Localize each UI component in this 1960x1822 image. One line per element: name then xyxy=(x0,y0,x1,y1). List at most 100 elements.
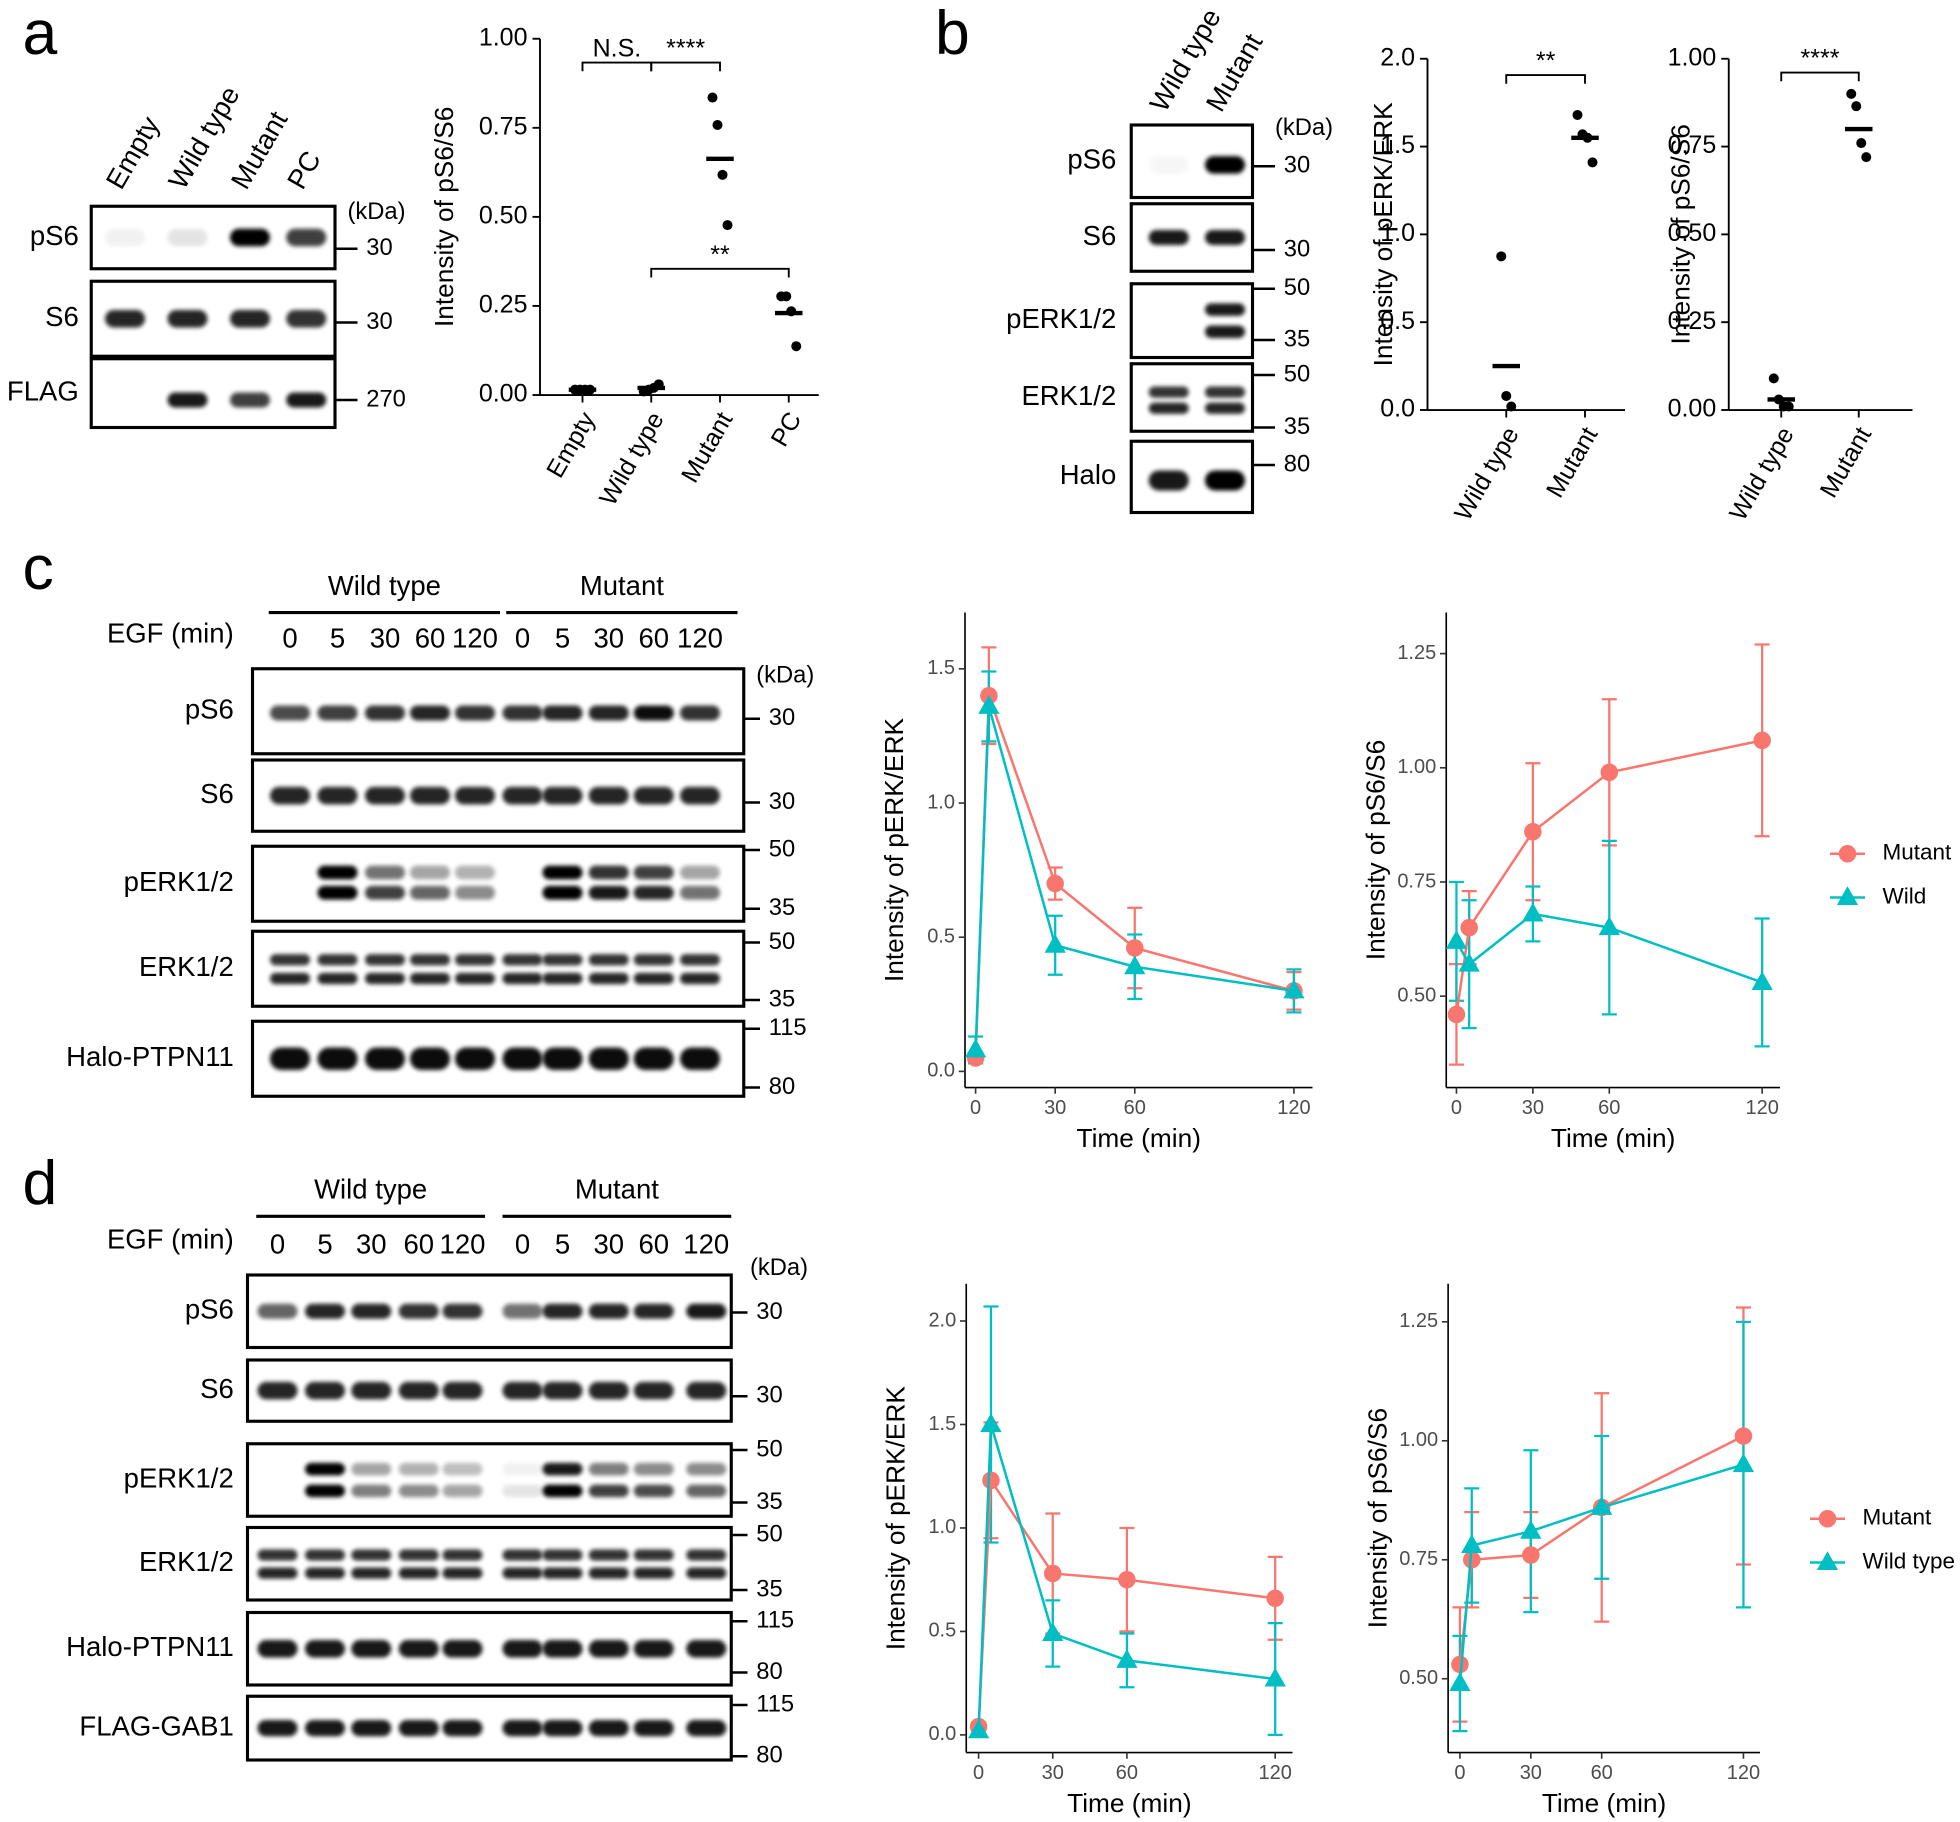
band xyxy=(542,865,583,880)
lane-label: 120 xyxy=(440,1229,486,1260)
point xyxy=(1501,390,1512,401)
lane-label: 120 xyxy=(683,1229,729,1260)
band xyxy=(410,972,450,985)
x-tick-label: 30 xyxy=(1520,1762,1542,1784)
band xyxy=(686,1720,727,1737)
legend-marker xyxy=(1818,1510,1837,1528)
band xyxy=(502,1303,543,1319)
x-tick-label: 60 xyxy=(1598,1097,1620,1119)
band xyxy=(542,1047,583,1070)
blot-box xyxy=(250,844,746,923)
time-label: EGF (min) xyxy=(107,617,234,648)
band xyxy=(398,1303,439,1319)
band xyxy=(502,954,543,966)
row-label: S6 xyxy=(200,1373,234,1404)
band xyxy=(398,1484,439,1498)
row-label: pS6 xyxy=(30,220,79,251)
band xyxy=(686,1484,727,1498)
band xyxy=(410,1047,450,1070)
y-tick-label: 0.50 xyxy=(1399,1667,1438,1689)
band xyxy=(398,1381,439,1400)
group-label: Mutant xyxy=(580,570,664,601)
significance: ** xyxy=(1536,47,1556,75)
band xyxy=(633,1047,674,1070)
marker-label: 35 xyxy=(756,1575,782,1602)
point xyxy=(707,92,718,103)
y-axis-label: Intensity of pS6/S6 xyxy=(1362,1408,1392,1628)
band xyxy=(1205,386,1245,398)
marker xyxy=(1264,1667,1286,1687)
x-tick-label: 60 xyxy=(1124,1097,1146,1119)
lane-label: 30 xyxy=(356,1229,387,1260)
x-tick-label: 120 xyxy=(1727,1762,1760,1784)
marker xyxy=(1600,763,1619,782)
band xyxy=(633,1303,674,1319)
marker xyxy=(980,1413,1002,1432)
lane-label: 30 xyxy=(370,622,401,653)
group-label: Wild type xyxy=(328,570,441,601)
band xyxy=(1205,470,1245,491)
marker-label: 50 xyxy=(1284,360,1310,387)
band xyxy=(230,392,270,408)
x-tick-label: 0 xyxy=(973,1762,984,1784)
lane-label: 5 xyxy=(555,1229,570,1260)
point xyxy=(712,119,723,130)
band xyxy=(686,1381,727,1400)
band xyxy=(1205,156,1245,174)
band xyxy=(105,228,145,247)
point xyxy=(1587,157,1598,168)
marker-label: 35 xyxy=(756,1488,782,1515)
lane-label: 5 xyxy=(330,622,345,653)
marker-label: 30 xyxy=(756,1382,782,1409)
marker-label: 80 xyxy=(756,1742,782,1769)
y-tick-label: 0.75 xyxy=(1399,1548,1438,1570)
band xyxy=(351,1484,392,1498)
panel-label: d xyxy=(23,1148,58,1218)
band xyxy=(305,1381,345,1400)
y-tick-label: 0.0 xyxy=(927,1060,955,1082)
y-tick-label: 0.75 xyxy=(1397,870,1436,892)
band xyxy=(442,1484,483,1498)
lane-label: 0 xyxy=(515,622,530,653)
x-tick-label: 120 xyxy=(1259,1762,1292,1784)
marker-label: 50 xyxy=(756,1520,782,1547)
x-tick-label: 60 xyxy=(1116,1762,1138,1784)
y-tick-label: 0.25 xyxy=(479,291,528,319)
y-tick-label: 0.50 xyxy=(1668,219,1717,247)
band xyxy=(398,1567,439,1579)
band xyxy=(588,705,629,721)
band xyxy=(588,1549,629,1561)
legend-label: Mutant xyxy=(1883,840,1953,865)
x-axis-label: Time (min) xyxy=(1067,1788,1191,1818)
row-label: ERK1/2 xyxy=(139,951,234,982)
band xyxy=(365,786,405,805)
x-tick-label: 120 xyxy=(1277,1097,1310,1119)
band xyxy=(351,1462,392,1476)
marker-label: 50 xyxy=(769,835,795,862)
y-tick-label: 0.5 xyxy=(928,1620,956,1642)
x-tick-label: 30 xyxy=(1044,1097,1066,1119)
x-tick-label: PC xyxy=(766,407,808,451)
band xyxy=(633,1549,674,1561)
row-label: FLAG xyxy=(7,375,79,406)
legend-marker xyxy=(1838,845,1857,863)
band xyxy=(305,1549,345,1561)
band xyxy=(442,1549,483,1561)
band xyxy=(365,705,405,721)
lane-label: 30 xyxy=(593,622,624,653)
y-tick-label: 2.0 xyxy=(928,1309,956,1331)
band xyxy=(455,865,495,880)
band xyxy=(680,786,720,805)
significance: N.S. xyxy=(593,35,642,63)
y-tick-label: 1.00 xyxy=(1397,756,1436,778)
x-tick-label: 30 xyxy=(1522,1097,1544,1119)
kda-label: (kDa) xyxy=(1275,114,1333,141)
x-tick-label: Wild type xyxy=(594,407,670,510)
marker-label: 35 xyxy=(769,894,795,921)
band xyxy=(588,1462,629,1476)
band xyxy=(686,1640,727,1658)
band xyxy=(105,310,145,328)
band xyxy=(542,1462,583,1476)
row-label: FLAG-GAB1 xyxy=(79,1710,233,1741)
marker xyxy=(1458,952,1480,972)
